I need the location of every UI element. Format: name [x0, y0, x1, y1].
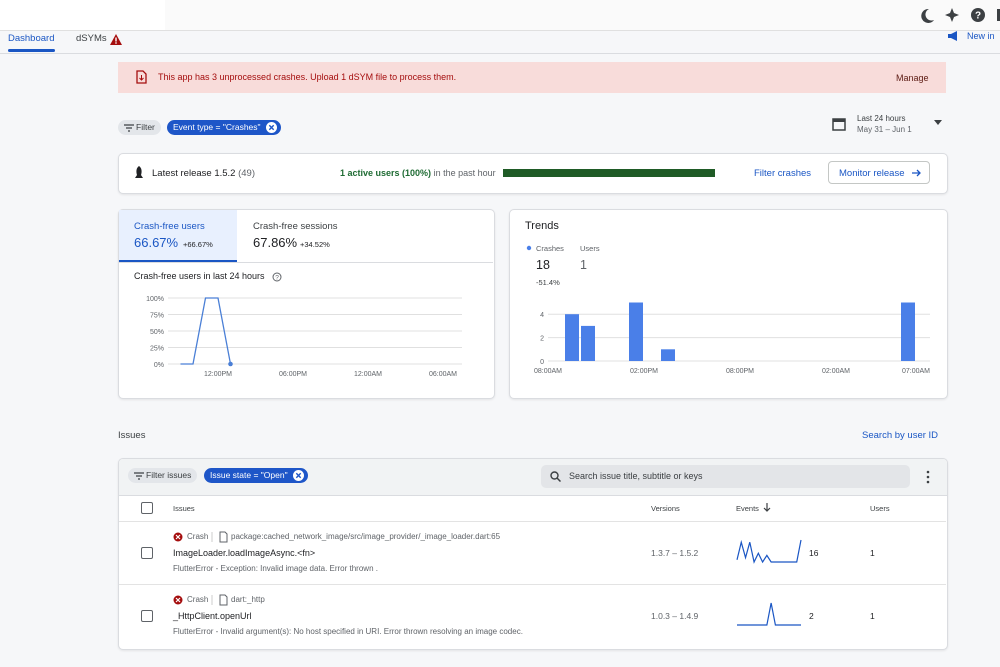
crash-icon [174, 533, 183, 542]
y-tick-label: 0% [154, 362, 164, 369]
x-tick-label: 02:00AM [822, 368, 850, 375]
y-tick-label: 0 [540, 359, 544, 366]
bar [629, 303, 643, 362]
bar [661, 349, 675, 361]
x-tick-label: 07:00AM [902, 368, 930, 375]
crash-icon [174, 596, 183, 605]
bar [581, 326, 595, 361]
y-tick-label: 4 [540, 312, 544, 319]
point [228, 362, 233, 367]
y-tick-label: 100% [146, 296, 164, 303]
y-tick-label: 2 [540, 336, 544, 343]
x-tick-label: 12:00PM [204, 371, 232, 378]
y-tick-label: 50% [150, 329, 164, 336]
bar [901, 303, 915, 362]
x-tick-label: 06:00PM [279, 371, 307, 378]
sparkline [737, 540, 801, 562]
y-tick-label: 25% [150, 346, 164, 353]
sparkline [737, 603, 801, 625]
bar [565, 314, 579, 361]
file-icon [220, 532, 227, 542]
x-tick-label: 02:00PM [630, 368, 658, 375]
x-tick-label: 12:00AM [354, 371, 382, 378]
file-icon [220, 595, 227, 605]
y-tick-label: 75% [150, 313, 164, 320]
x-tick-label: 08:00AM [534, 368, 562, 375]
x-tick-label: 08:00PM [726, 368, 754, 375]
x-tick-label: 06:00AM [429, 371, 457, 378]
